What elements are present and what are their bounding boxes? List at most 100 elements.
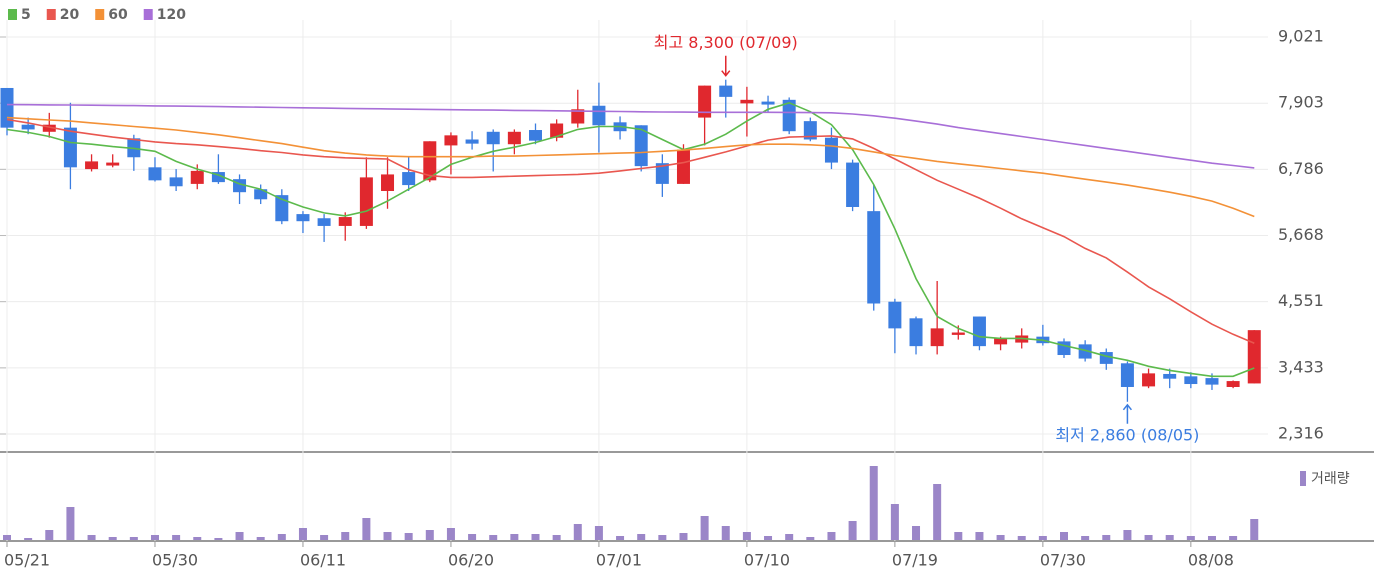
volume-bar	[45, 530, 54, 540]
volume-bar	[108, 537, 117, 540]
volume-bar	[531, 534, 540, 540]
candle-body	[1163, 373, 1177, 379]
candle-body	[338, 217, 352, 226]
candle-body	[317, 218, 331, 226]
candle-body	[529, 130, 542, 141]
candle-body	[951, 332, 965, 335]
candle-body	[63, 127, 77, 168]
volume-bar	[1081, 536, 1090, 540]
candle-body	[994, 338, 1008, 345]
volume-bar	[1144, 535, 1153, 540]
candle-body	[190, 170, 204, 184]
volume-bar	[150, 535, 159, 540]
candle-body	[698, 85, 712, 118]
candle-body	[655, 163, 669, 184]
candle-body	[42, 124, 56, 132]
candle-body	[1226, 381, 1240, 387]
volume-legend-label: 거래량	[1311, 471, 1350, 487]
candle-body	[1099, 352, 1113, 364]
candle-body	[571, 109, 585, 124]
candle-body	[254, 189, 268, 200]
y-tick-label: 2,316	[1278, 424, 1324, 443]
candle-body	[550, 123, 564, 138]
candle-body	[402, 172, 416, 186]
legend-label: 20	[60, 7, 80, 23]
legend-swatch	[95, 9, 105, 20]
candle-body	[148, 167, 162, 181]
volume-bar	[214, 538, 223, 540]
candle-body	[1057, 341, 1071, 356]
volume-bar	[1186, 536, 1195, 540]
candle-body	[846, 162, 860, 207]
volume-bar	[552, 535, 561, 540]
ma-line	[6, 101, 1255, 378]
candle-body	[634, 125, 648, 167]
legend-label: 5	[21, 7, 31, 23]
ma-line	[6, 118, 1255, 344]
volume-bar	[172, 535, 181, 540]
volume-bar	[24, 538, 33, 540]
volume-bar	[616, 536, 625, 540]
volume-bar	[912, 526, 921, 540]
candle-body	[592, 105, 606, 126]
annotation-low: 최저 2,860 (08/05)	[1055, 425, 1199, 444]
volume-legend-swatch	[1300, 471, 1306, 486]
candle-body	[486, 131, 500, 145]
volume-bar	[679, 533, 688, 540]
candle-body	[761, 101, 775, 105]
y-tick-label: 5,668	[1278, 225, 1324, 244]
volume-bar	[764, 536, 773, 540]
volume-bar	[3, 535, 11, 540]
candle-body	[803, 121, 817, 140]
volume-bar	[446, 528, 455, 540]
volume-bar	[869, 466, 878, 540]
volume-bar	[1038, 536, 1047, 540]
volume-bar	[66, 507, 75, 540]
candle-body	[719, 85, 733, 97]
volume-bar	[954, 532, 963, 540]
volume-bar	[573, 524, 582, 540]
candle-body	[85, 161, 99, 170]
candle-body	[782, 99, 796, 132]
candle-body	[1205, 378, 1219, 385]
y-tick-label: 4,551	[1278, 291, 1324, 310]
candle-body	[296, 214, 310, 222]
legend-swatch	[46, 9, 56, 20]
legend-label: 60	[108, 7, 128, 23]
candle-body	[888, 301, 902, 329]
annotation-arrow	[721, 55, 731, 77]
candle-body	[676, 149, 690, 184]
x-tick-label: 07/19	[892, 551, 938, 570]
volume-bar	[1250, 519, 1259, 540]
candle-body	[211, 172, 225, 183]
legend-swatch	[8, 9, 17, 20]
volume-bar	[890, 504, 899, 540]
volume-bar	[320, 535, 329, 540]
candle-body	[359, 177, 373, 226]
candle-body	[1247, 330, 1261, 384]
candle-body	[507, 131, 521, 145]
volume-bar	[1060, 532, 1068, 540]
volume-bar	[1123, 530, 1132, 540]
candle-body	[21, 124, 35, 130]
volume-bar	[510, 534, 519, 540]
volume-bar	[425, 530, 434, 540]
volume-bar	[256, 537, 265, 540]
candle-body	[1142, 373, 1156, 387]
x-tick-label: 06/11	[300, 551, 346, 570]
ma-line	[6, 116, 1255, 218]
volume-bar	[1165, 535, 1174, 540]
volume-bar	[785, 534, 794, 540]
y-tick-label: 7,903	[1278, 93, 1324, 112]
volume-bar	[1017, 536, 1026, 540]
volume-bar	[700, 516, 709, 540]
candle-body	[465, 139, 479, 144]
volume-bar	[362, 518, 371, 540]
volume-bar	[848, 521, 857, 540]
volume-bar	[404, 533, 413, 540]
volume-bar	[1207, 536, 1216, 540]
candle-body	[867, 211, 881, 304]
volume-bar	[933, 484, 942, 540]
legend-swatch	[143, 9, 153, 20]
ma-line	[6, 103, 1255, 169]
